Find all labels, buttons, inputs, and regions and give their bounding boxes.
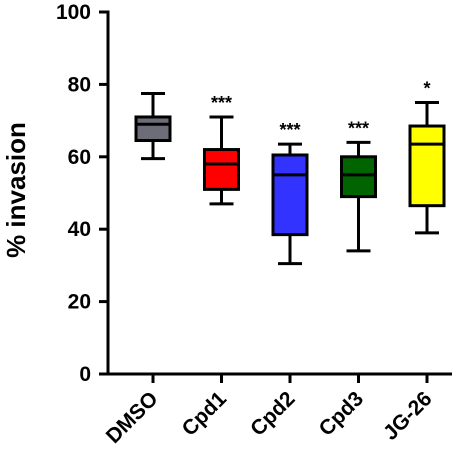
box-jg-26: * xyxy=(408,79,446,235)
iqr-box xyxy=(203,148,240,191)
y-axis: 0 20 40 60 80 100 xyxy=(56,1,110,386)
x-tick-label: Cpd2 xyxy=(246,387,299,440)
box-cpd1: *** xyxy=(203,93,240,206)
x-tick-label: DMSO xyxy=(102,387,163,448)
iqr-box xyxy=(340,155,377,199)
x-tick-label: Cpd3 xyxy=(315,387,368,440)
box-dmso xyxy=(134,91,172,161)
significance-label: *** xyxy=(211,93,232,113)
box-cpd3: *** xyxy=(340,118,377,253)
y-tick-label: 100 xyxy=(56,1,91,24)
significance-label: *** xyxy=(279,120,300,140)
iqr-box xyxy=(408,124,446,208)
significance-label: *** xyxy=(348,118,369,138)
y-tick-label: 0 xyxy=(79,363,91,386)
box-cpd2: *** xyxy=(271,120,309,266)
x-tick-label: JG-26 xyxy=(379,387,437,445)
iqr-box xyxy=(134,115,172,143)
box-series: ****** **** xyxy=(134,79,446,266)
y-tick-label: 20 xyxy=(68,291,91,314)
y-axis-title: % invasion xyxy=(1,122,31,258)
iqr-box xyxy=(271,153,309,237)
significance-label: * xyxy=(423,79,430,99)
y-tick-label: 80 xyxy=(68,73,91,96)
y-tick-label: 60 xyxy=(68,146,91,169)
y-tick-label: 40 xyxy=(68,218,91,241)
x-tick-label: Cpd1 xyxy=(178,387,232,441)
x-axis: DMSO Cpd1 Cpd2 Cpd3 JG-26 xyxy=(102,372,452,448)
